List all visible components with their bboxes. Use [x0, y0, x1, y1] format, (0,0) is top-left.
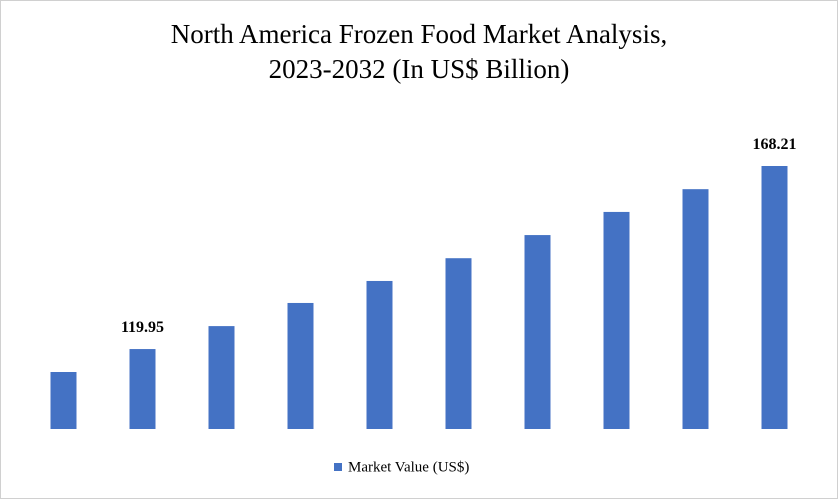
chart-title: North America Frozen Food Market Analysi…: [170, 19, 668, 84]
bar: [682, 189, 709, 429]
bar: [366, 280, 393, 429]
data-label: 119.95: [121, 319, 164, 336]
legend-swatch: [334, 463, 342, 471]
bar: [761, 166, 788, 429]
bar: [524, 235, 551, 429]
legend-label: Market Value (US$): [348, 459, 469, 475]
data-label: 168.21: [753, 136, 797, 153]
bar: [129, 349, 156, 429]
bar: [50, 372, 77, 429]
bar: [445, 258, 472, 429]
bar: [208, 326, 235, 429]
bar: [287, 302, 314, 429]
bar: [603, 211, 630, 429]
